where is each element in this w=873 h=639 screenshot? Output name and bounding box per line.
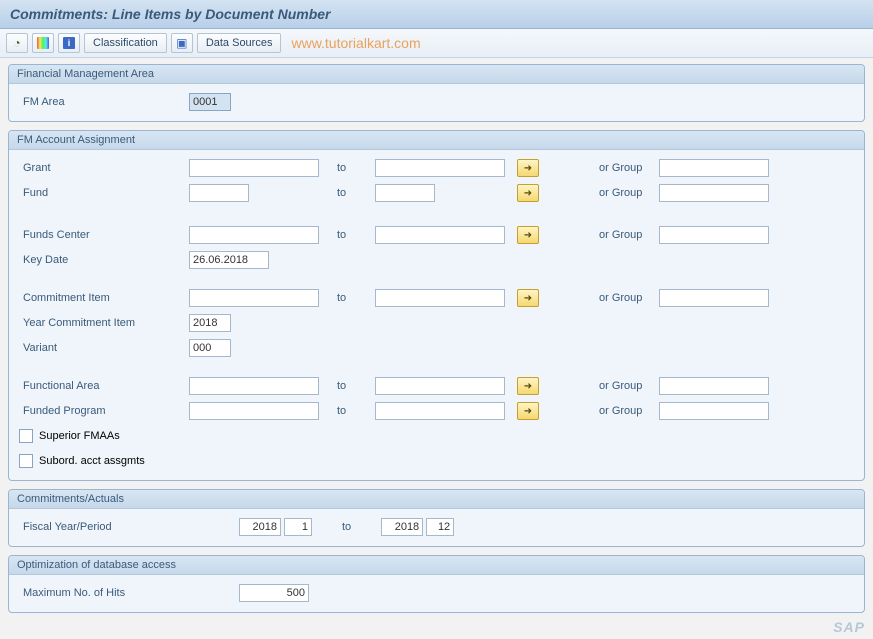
- watermark-text: www.tutorialkart.com: [291, 35, 420, 51]
- grant-multi-button[interactable]: ➜: [517, 159, 539, 177]
- commitment-item-or-group-label: or Group: [599, 292, 659, 304]
- arrow-right-icon: ➜: [524, 188, 532, 199]
- commitment-item-multi-button[interactable]: ➜: [517, 289, 539, 307]
- functional-area-multi-button[interactable]: ➜: [517, 377, 539, 395]
- fiscal-label: Fiscal Year/Period: [19, 521, 239, 533]
- funds-center-multi-button[interactable]: ➜: [517, 226, 539, 244]
- commitment-item-from-input[interactable]: [189, 289, 319, 307]
- doc-button[interactable]: ▣: [171, 33, 193, 53]
- functional-area-to-label: to: [337, 380, 367, 392]
- data-sources-label: Data Sources: [206, 37, 273, 49]
- funds-center-or-group-label: or Group: [599, 229, 659, 241]
- content-area: Financial Management Area FM Area FM Acc…: [0, 58, 873, 627]
- funds-center-from-input[interactable]: [189, 226, 319, 244]
- functional-area-from-input[interactable]: [189, 377, 319, 395]
- classification-label: Classification: [93, 37, 158, 49]
- grant-from-input[interactable]: [189, 159, 319, 177]
- fund-or-group-label: or Group: [599, 187, 659, 199]
- info-icon: i: [63, 37, 75, 49]
- grant-group-input[interactable]: [659, 159, 769, 177]
- grant-or-group-label: or Group: [599, 162, 659, 174]
- page-title: Commitments: Line Items by Document Numb…: [10, 6, 863, 22]
- funds-center-group-input[interactable]: [659, 226, 769, 244]
- grant-label: Grant: [19, 162, 189, 174]
- grant-to-label: to: [337, 162, 367, 174]
- arrow-right-icon: ➜: [524, 293, 532, 304]
- year-ci-input[interactable]: [189, 314, 231, 332]
- funded-program-group-input[interactable]: [659, 402, 769, 420]
- group-fm-assignment: FM Account Assignment Grant to ➜ or Grou…: [8, 130, 865, 481]
- fiscal-year-from-input[interactable]: [239, 518, 281, 536]
- execute-icon: ◔: [13, 36, 20, 50]
- group-optimization-header: Optimization of database access: [9, 556, 864, 575]
- arrow-right-icon: ➜: [524, 230, 532, 241]
- fund-group-input[interactable]: [659, 184, 769, 202]
- variant-input[interactable]: [189, 339, 231, 357]
- document-icon: ▣: [176, 36, 187, 50]
- key-date-input[interactable]: [189, 251, 269, 269]
- grant-to-input[interactable]: [375, 159, 505, 177]
- fiscal-to-label: to: [342, 521, 351, 533]
- subord-checkbox[interactable]: [19, 454, 33, 468]
- funded-program-from-input[interactable]: [189, 402, 319, 420]
- fm-area-input[interactable]: [189, 93, 231, 111]
- rainbow-icon: [37, 37, 49, 49]
- commitment-item-to-input[interactable]: [375, 289, 505, 307]
- funds-center-to-input[interactable]: [375, 226, 505, 244]
- info-button[interactable]: i: [58, 33, 80, 53]
- group-optimization: Optimization of database access Maximum …: [8, 555, 865, 613]
- fiscal-year-to-input[interactable]: [381, 518, 423, 536]
- funded-program-or-group-label: or Group: [599, 405, 659, 417]
- sap-logo: SAP: [833, 619, 865, 635]
- arrow-right-icon: ➜: [524, 406, 532, 417]
- fund-multi-button[interactable]: ➜: [517, 184, 539, 202]
- key-date-label: Key Date: [19, 254, 189, 266]
- execute-button[interactable]: ◔: [6, 33, 28, 53]
- fiscal-period-to-input[interactable]: [426, 518, 454, 536]
- functional-area-label: Functional Area: [19, 380, 189, 392]
- functional-area-or-group-label: or Group: [599, 380, 659, 392]
- funded-program-label: Funded Program: [19, 405, 189, 417]
- funded-program-to-input[interactable]: [375, 402, 505, 420]
- functional-area-to-input[interactable]: [375, 377, 505, 395]
- year-ci-label: Year Commitment Item: [19, 317, 189, 329]
- funded-program-to-label: to: [337, 405, 367, 417]
- group-fm-assignment-header: FM Account Assignment: [9, 131, 864, 150]
- classification-button[interactable]: Classification: [84, 33, 167, 53]
- commitment-item-label: Commitment Item: [19, 292, 189, 304]
- max-hits-input[interactable]: [239, 584, 309, 602]
- funded-program-multi-button[interactable]: ➜: [517, 402, 539, 420]
- group-commitments-actuals-header: Commitments/Actuals: [9, 490, 864, 509]
- funds-center-label: Funds Center: [19, 229, 189, 241]
- funds-center-to-label: to: [337, 229, 367, 241]
- group-fm-area: Financial Management Area FM Area: [8, 64, 865, 122]
- title-bar: Commitments: Line Items by Document Numb…: [0, 0, 873, 29]
- superior-fmaas-label: Superior FMAAs: [39, 430, 120, 442]
- commitment-item-to-label: to: [337, 292, 367, 304]
- max-hits-label: Maximum No. of Hits: [19, 587, 239, 599]
- fund-to-input[interactable]: [375, 184, 435, 202]
- arrow-right-icon: ➜: [524, 163, 532, 174]
- fm-area-label: FM Area: [19, 96, 189, 108]
- subord-label: Subord. acct assgmts: [39, 455, 145, 467]
- fund-to-label: to: [337, 187, 367, 199]
- superior-fmaas-checkbox[interactable]: [19, 429, 33, 443]
- arrow-right-icon: ➜: [524, 381, 532, 392]
- group-commitments-actuals: Commitments/Actuals Fiscal Year/Period t…: [8, 489, 865, 547]
- group-fm-area-header: Financial Management Area: [9, 65, 864, 84]
- commitment-item-group-input[interactable]: [659, 289, 769, 307]
- functional-area-group-input[interactable]: [659, 377, 769, 395]
- data-sources-button[interactable]: Data Sources: [197, 33, 282, 53]
- fund-from-input[interactable]: [189, 184, 249, 202]
- toolbar: ◔ i Classification ▣ Data Sources www.tu…: [0, 29, 873, 58]
- fiscal-period-from-input[interactable]: [284, 518, 312, 536]
- variant-label: Variant: [19, 342, 189, 354]
- variant-button[interactable]: [32, 33, 54, 53]
- fund-label: Fund: [19, 187, 189, 199]
